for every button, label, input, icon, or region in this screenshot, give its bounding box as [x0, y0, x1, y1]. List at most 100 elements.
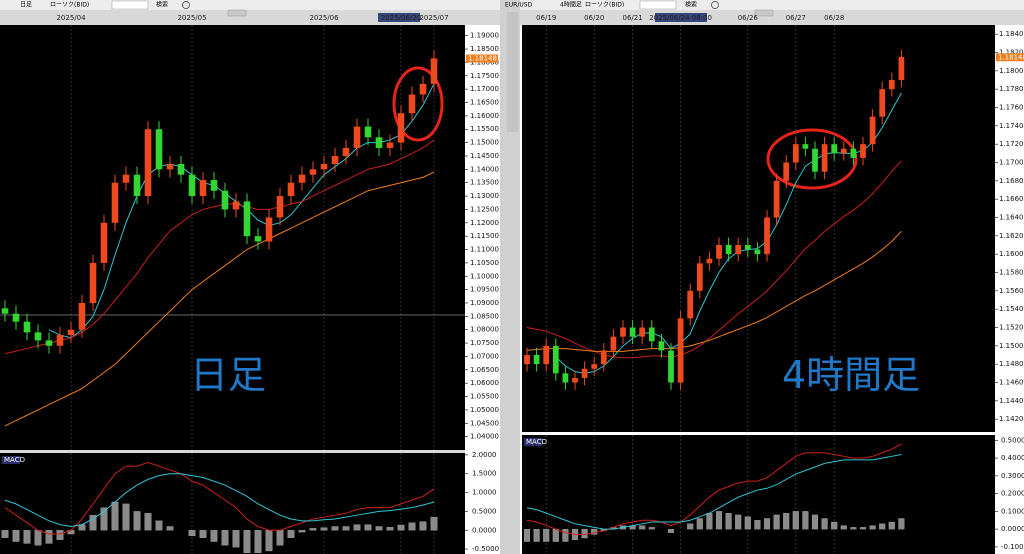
- tool-icons[interactable]: [507, 12, 518, 132]
- candle-body: [78, 302, 86, 330]
- toolbar-label[interactable]: EUR/USD: [505, 2, 533, 9]
- candle-body: [144, 129, 152, 197]
- date-input[interactable]: [639, 0, 677, 10]
- histogram-bar: [735, 514, 742, 530]
- histogram-bar: [840, 525, 847, 530]
- candle-body: [155, 129, 163, 170]
- candle-body: [821, 144, 828, 172]
- y-tick-label: 2.0000: [472, 451, 497, 459]
- y-tick-label: 1.13000: [470, 192, 499, 200]
- macd-label: MACD: [526, 438, 547, 446]
- toolbar-label[interactable]: 4時間足: [560, 1, 582, 9]
- x-tick-label: 2025/05: [177, 14, 206, 22]
- y-tick-label: 0.5000: [1001, 436, 1024, 444]
- candle-body: [744, 245, 751, 250]
- y-tick-label: 1.05500: [470, 393, 499, 401]
- y-tick-label: 0.5000: [472, 507, 497, 515]
- candle-body: [888, 80, 895, 90]
- histogram-bar: [715, 511, 723, 530]
- candle-body: [572, 377, 578, 383]
- last-price-box: [996, 53, 1024, 62]
- y-tick-label: 1.12500: [470, 205, 499, 213]
- histogram-bar: [696, 518, 703, 530]
- candle-body: [543, 345, 550, 365]
- candle-body: [639, 327, 646, 337]
- y-tick-label: 1.13500: [470, 179, 499, 187]
- info-icon[interactable]: [711, 1, 719, 9]
- y-tick-label: 1.14000: [470, 165, 499, 173]
- y-tick-label: 1.08500: [470, 312, 499, 320]
- histogram-bar: [811, 514, 819, 530]
- line: [526, 160, 902, 359]
- histogram-bar: [155, 520, 163, 531]
- collapse-button[interactable]: [754, 9, 774, 17]
- histogram-bar: [34, 530, 42, 546]
- y-tick-label: 1.17400: [999, 122, 1024, 130]
- candle-body: [177, 163, 185, 175]
- candle-body: [620, 327, 626, 337]
- toolbar-label[interactable]: 日足: [20, 2, 32, 9]
- y-tick-label: 1.16400: [999, 214, 1024, 222]
- y-tick-label: 1.12000: [470, 219, 499, 227]
- line: [526, 454, 902, 530]
- last-price-label: 1.18148: [468, 54, 497, 62]
- toolbar-label[interactable]: ローソク(BID): [50, 2, 89, 9]
- macd-label-box: [2, 456, 20, 464]
- line: [4, 473, 435, 527]
- y-tick-label: 1.19000: [470, 32, 499, 40]
- histogram-bar: [1, 530, 9, 538]
- candle-body: [552, 345, 559, 374]
- y-tick-label: 1.09500: [470, 286, 499, 294]
- overlay-title: 日足: [190, 353, 266, 397]
- histogram-bar: [287, 530, 295, 538]
- toolbar: [520, 0, 1024, 10]
- y-tick-label: 0.2000: [1001, 490, 1024, 498]
- date-bar: [520, 10, 1024, 25]
- plot-bg: [0, 25, 465, 450]
- toolbar: [0, 0, 500, 10]
- date-input[interactable]: [111, 0, 149, 10]
- candle-body: [850, 148, 857, 158]
- x-tick-label: 06/28: [824, 14, 844, 22]
- histogram-bar: [888, 521, 895, 530]
- candle-body: [658, 341, 665, 351]
- candle-body: [188, 174, 196, 197]
- info-icon[interactable]: [182, 1, 190, 9]
- histogram-bar: [802, 511, 809, 530]
- axis-bg: [995, 25, 1024, 554]
- candle-body: [276, 196, 284, 218]
- histogram-bar: [23, 530, 31, 544]
- highlight-circle: [766, 128, 858, 190]
- y-tick-label: 1.14200: [999, 415, 1024, 423]
- toolbar-label[interactable]: ローソク(BID): [585, 2, 624, 9]
- histogram-bar: [430, 516, 438, 531]
- x-tick-label: 2025/06/20: [381, 14, 421, 22]
- collapse-button[interactable]: [227, 9, 247, 17]
- candle-body: [210, 180, 218, 191]
- axis-bg: [465, 25, 500, 554]
- y-tick-label: 1.18200: [999, 49, 1024, 57]
- y-tick-label: 1.5000: [472, 470, 497, 478]
- candle-body: [706, 258, 713, 264]
- y-tick-label: 1.16000: [470, 112, 499, 120]
- histogram-bar: [552, 528, 559, 542]
- histogram-bar: [543, 528, 550, 542]
- x-tick-label: 06/21: [623, 14, 643, 22]
- y-tick-label: 1.05000: [470, 406, 499, 414]
- toolbar-label[interactable]: 検索: [685, 1, 697, 9]
- x-tick-label: 06/19: [536, 14, 556, 22]
- histogram-bar: [89, 515, 97, 531]
- toolbar-label[interactable]: 検索: [156, 1, 168, 9]
- candle-body: [232, 201, 240, 210]
- line: [526, 230, 902, 352]
- histogram-bar: [331, 526, 339, 531]
- candle-body: [773, 180, 780, 218]
- histogram-bar: [763, 518, 771, 530]
- macd-label-box: [524, 438, 542, 446]
- macd-bg: [522, 435, 995, 554]
- candle-body: [221, 190, 229, 210]
- candle-body: [133, 174, 141, 197]
- candle-body: [320, 163, 328, 170]
- y-tick-label: -0.1000: [1001, 543, 1024, 551]
- y-tick-label: 1.16600: [999, 195, 1024, 203]
